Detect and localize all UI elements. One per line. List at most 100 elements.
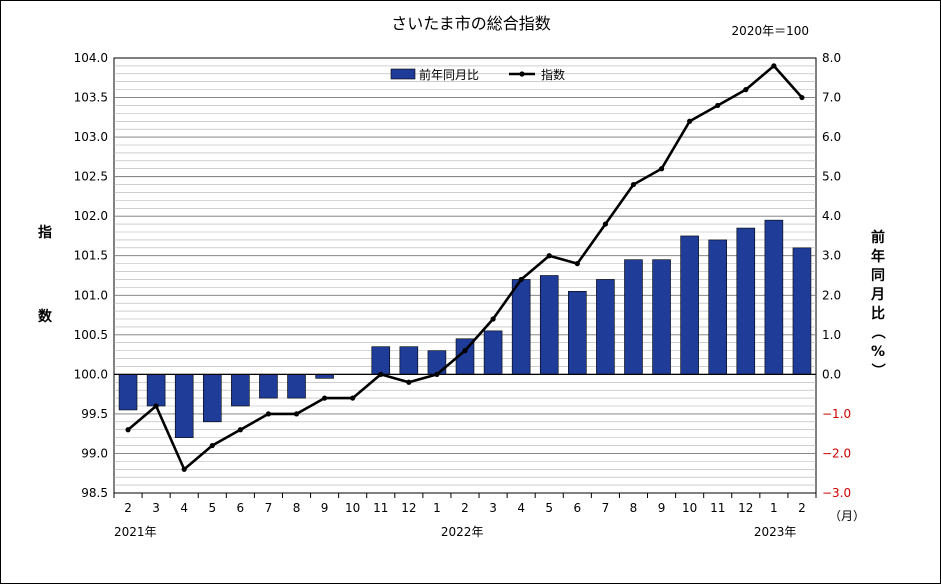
bar [511, 279, 531, 375]
y-left-tick-label: 98.5 [81, 486, 108, 500]
y-left-tick-label: 102.0 [74, 209, 108, 223]
y-right-title-char: 同 [871, 268, 885, 284]
bar [736, 227, 756, 375]
x-tick-label: 4 [180, 501, 188, 515]
bar [118, 374, 138, 411]
y-right-tick-label: −2.0 [822, 446, 851, 460]
y-right-title-char: 月 [870, 287, 885, 303]
y-right-tick-label: 3.0 [822, 249, 841, 263]
year-labels: 2021年 2022年 2023年 [114, 525, 796, 539]
x-tick-label: 9 [658, 501, 666, 515]
y-right-title-char: （ [869, 325, 885, 339]
y-left-tick-label: 103.0 [74, 130, 108, 144]
bar [399, 346, 419, 375]
y-axis-right-ticks: −3.0 −2.0 −1.0 0.0 1.0 2.0 3.0 4.0 5.0 6.0 7.0 8.0 [822, 51, 851, 500]
line-point [322, 395, 328, 401]
y-left-tick-label: 99.5 [81, 407, 108, 421]
y-right-tick-label: 4.0 [822, 209, 841, 223]
legend-line-label: 指数 [541, 67, 565, 82]
bar [792, 247, 812, 375]
x-tick-label: 8 [293, 501, 301, 515]
y-right-title-char: 前 [871, 229, 885, 246]
bar [680, 235, 699, 375]
y-right-tick-label: 5.0 [822, 170, 841, 184]
legend-bar-label: 前年同月比 [419, 67, 479, 82]
line-point [153, 403, 159, 409]
line-point [658, 166, 665, 172]
x-tick-label: 2 [124, 501, 132, 515]
x-tick-label: 3 [489, 501, 497, 515]
year-label: 2022年 [441, 525, 484, 539]
y-right-tick-label: −1.0 [822, 407, 851, 421]
line-point [743, 87, 749, 93]
legend-line-marker [519, 71, 525, 77]
x-tick-label: 1 [433, 501, 441, 515]
y-left-tick-label: 101.5 [74, 249, 108, 263]
year-label: 2023年 [754, 525, 797, 539]
y-right-tick-label: 0.0 [822, 367, 841, 381]
line-point [265, 411, 272, 417]
line-point [237, 427, 243, 433]
bar [174, 374, 194, 438]
y-right-tick-label: −3.0 [822, 486, 851, 500]
bar [259, 374, 278, 399]
x-tick-label: 12 [738, 501, 753, 515]
x-tick-label: 5 [208, 501, 216, 515]
x-tick-label: 10 [345, 501, 360, 515]
y-left-tick-label: 100.5 [74, 328, 108, 342]
y-left-tick-label: 102.5 [74, 170, 108, 184]
line-point [771, 63, 777, 69]
y-left-tick-label: 104.0 [74, 51, 108, 65]
x-tick-label: 12 [401, 501, 416, 515]
line-point [125, 427, 131, 433]
line-point [574, 261, 580, 267]
y-right-tick-label: 2.0 [822, 288, 841, 302]
x-tick-label: 5 [545, 501, 553, 515]
y-left-title-char: 数 [38, 308, 53, 325]
bar [483, 330, 503, 375]
y-right-title-char: ） [869, 363, 885, 377]
bar [146, 374, 166, 407]
line-point [293, 411, 300, 417]
y-right-title-char: % [871, 344, 885, 360]
y-left-tick-label: 100.0 [74, 367, 108, 381]
x-tick-label: 3 [152, 501, 160, 515]
y-left-tick-label: 99.0 [81, 446, 108, 460]
year-label: 2021年 [114, 525, 157, 539]
y-axis-left-label: 指数 [38, 224, 53, 325]
plot-area [113, 57, 817, 494]
x-tick-label: 1 [770, 501, 778, 515]
x-tick-label: 6 [237, 501, 245, 515]
bar [568, 291, 587, 375]
legend: 前年同月比 指数 [390, 67, 565, 82]
line-point [518, 276, 524, 283]
month-unit-label: （月） [829, 509, 865, 523]
bar-series [118, 219, 812, 438]
bar [202, 374, 222, 423]
bar [652, 259, 671, 375]
bar [764, 219, 784, 375]
y-right-tick-label: 1.0 [822, 328, 841, 342]
line-point [687, 118, 693, 124]
x-tick-label: 2 [461, 501, 469, 515]
line-point [350, 395, 356, 401]
x-tick-label: 11 [710, 501, 725, 515]
line-point [462, 348, 468, 354]
bar [539, 275, 559, 375]
y-right-tick-label: 8.0 [822, 51, 841, 65]
axes [113, 373, 817, 498]
y-left-tick-label: 103.5 [74, 91, 108, 105]
legend-bar-swatch [390, 68, 416, 80]
x-tick-label: 9 [321, 501, 329, 515]
x-tick-label: 11 [373, 501, 388, 515]
bar [624, 259, 643, 375]
y-right-title-char: 比 [871, 305, 885, 322]
y-right-tick-label: 6.0 [822, 130, 841, 144]
line-point [799, 94, 805, 101]
line-point [490, 316, 496, 322]
line-point [602, 221, 609, 227]
line-point [546, 253, 552, 259]
x-tick-label: 8 [630, 501, 638, 515]
y-right-tick-label: 7.0 [822, 91, 841, 105]
chart-title: さいたま市の総合指数 [391, 14, 551, 33]
